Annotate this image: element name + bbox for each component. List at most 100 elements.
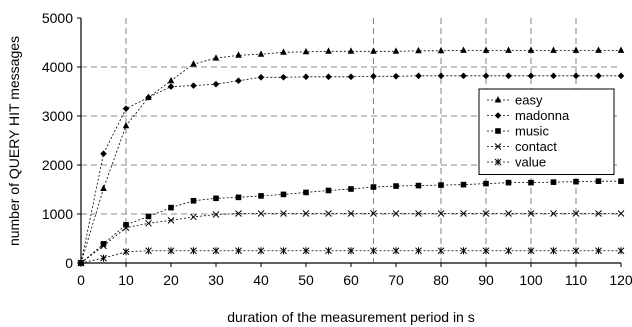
point-easy	[302, 47, 310, 55]
point-contact	[122, 224, 130, 232]
point-madonna	[347, 73, 355, 81]
point-easy	[505, 46, 512, 53]
x-tick-label: 30	[208, 272, 224, 288]
point-easy	[257, 50, 265, 57]
point-value	[572, 247, 580, 255]
point-madonna	[392, 73, 400, 80]
point-madonna	[190, 82, 197, 89]
marker-stroke	[167, 217, 175, 224]
x-tick-label: 90	[478, 272, 494, 288]
marker-stroke	[370, 210, 377, 217]
y-tick-label: 2000	[42, 157, 73, 173]
point-easy	[617, 46, 625, 53]
point-contact	[482, 210, 490, 217]
point-contact	[280, 210, 287, 217]
point-madonna	[167, 83, 175, 90]
point-value	[100, 254, 107, 262]
series-music	[78, 178, 624, 266]
marker-stroke	[280, 210, 287, 217]
point-madonna	[235, 77, 242, 85]
point-easy	[100, 184, 107, 191]
y-tick-label: 0	[65, 255, 73, 271]
point-easy	[347, 47, 355, 54]
point-music	[438, 182, 444, 188]
point-music	[370, 184, 377, 190]
legend-box	[478, 88, 615, 175]
legend-label: madonna	[515, 108, 570, 123]
x-tick-label: 0	[77, 272, 85, 288]
point-music	[348, 186, 354, 192]
point-value	[325, 247, 332, 255]
point-value	[437, 247, 445, 255]
legend-marker	[494, 112, 502, 119]
point-madonna	[572, 72, 580, 80]
legend-marker	[494, 143, 502, 150]
y-axis-title: number of QUERY HIT messages	[6, 36, 22, 246]
point-music	[550, 179, 557, 185]
point-easy	[415, 46, 422, 54]
point-contact	[100, 242, 107, 250]
point-madonna	[302, 73, 310, 81]
point-madonna	[100, 150, 107, 158]
point-easy	[392, 47, 400, 54]
point-music	[303, 189, 309, 196]
point-easy	[482, 46, 490, 53]
marker-stroke	[505, 210, 512, 217]
legend-item-madonna: madonna	[487, 108, 570, 123]
point-madonna	[145, 94, 152, 101]
marker-stroke	[550, 210, 557, 217]
marker-stroke	[595, 210, 602, 217]
marker-stroke	[415, 210, 422, 217]
marker-stroke	[302, 210, 310, 217]
marker-stroke	[190, 213, 197, 221]
x-tick-label: 110	[565, 272, 588, 288]
point-madonna	[325, 73, 332, 81]
point-contact	[370, 210, 377, 217]
point-music	[393, 183, 399, 189]
point-music	[100, 241, 107, 247]
point-contact	[505, 210, 512, 217]
point-contact	[190, 213, 197, 221]
marker-stroke	[235, 210, 242, 217]
point-value	[347, 247, 355, 255]
point-madonna	[482, 72, 490, 80]
point-music	[528, 179, 534, 186]
y-tick-label: 4000	[42, 59, 73, 75]
point-value	[392, 247, 400, 255]
marker-stroke	[572, 210, 580, 217]
point-contact	[550, 210, 557, 217]
point-value	[617, 247, 625, 255]
point-value	[280, 247, 287, 255]
point-madonna	[460, 72, 467, 80]
point-music	[145, 213, 152, 220]
point-madonna	[122, 105, 130, 112]
point-value	[505, 247, 512, 255]
point-contact	[617, 210, 625, 217]
point-contact	[595, 210, 602, 217]
legend-item-value: value	[487, 155, 546, 170]
point-madonna	[617, 72, 625, 80]
marker-stroke	[437, 210, 445, 217]
legend-item-contact: contact	[487, 139, 557, 154]
point-easy	[167, 76, 175, 84]
marker-stroke	[482, 210, 490, 217]
point-madonna	[370, 73, 377, 80]
legend-item-music: music	[487, 124, 549, 139]
point-easy	[527, 46, 535, 53]
point-contact	[145, 219, 152, 227]
marker-stroke	[527, 210, 535, 217]
legend-marker	[494, 96, 502, 103]
point-value	[167, 247, 175, 255]
point-easy	[460, 46, 467, 53]
x-tick-label: 60	[343, 272, 359, 288]
x-tick-label: 100	[519, 272, 543, 288]
point-music	[168, 204, 174, 211]
point-music	[483, 180, 489, 187]
series-contact	[77, 210, 625, 267]
y-tick-label: 1000	[42, 206, 73, 222]
point-music	[505, 179, 512, 186]
point-contact	[437, 210, 445, 217]
marker-stroke	[460, 210, 467, 217]
